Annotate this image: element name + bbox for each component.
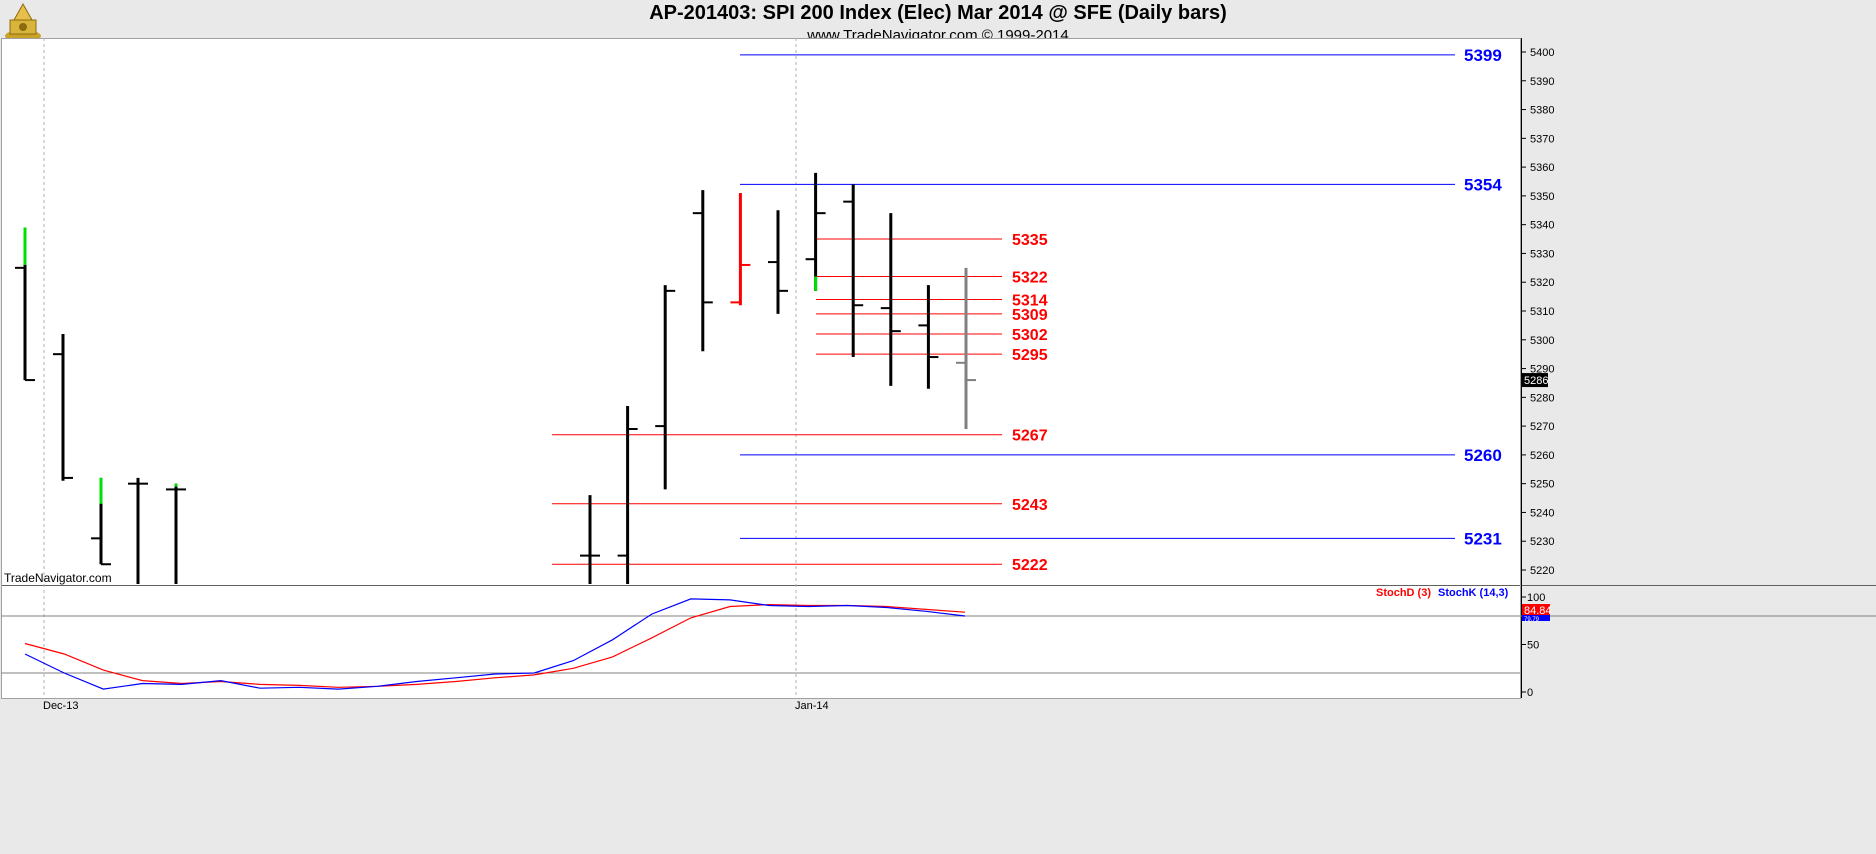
x-axis-label: Dec-13: [43, 700, 78, 712]
level-label-blue: 5399: [1464, 46, 1502, 65]
ohlc-bars: [15, 172, 976, 584]
level-label-red: 5295: [1012, 347, 1048, 364]
stoch-k-legend: StochK (14,3): [1438, 587, 1509, 599]
price-axis-tick-label: 5350: [1530, 191, 1554, 203]
stochastic-plot-area: [1, 586, 1520, 698]
price-axis-tick-label: 5330: [1530, 248, 1554, 260]
price-axis-tick-label: 5370: [1530, 133, 1554, 145]
level-label-red: 5335: [1012, 232, 1048, 249]
level-label-red: 5302: [1012, 327, 1048, 344]
price-axis-tick-label: 5300: [1530, 335, 1554, 347]
stoch-k-line: [24, 598, 966, 690]
level-label-blue: 5260: [1464, 446, 1502, 465]
watermark-text: TradeNavigator.com: [4, 571, 112, 585]
level-label-red: 5222: [1012, 557, 1048, 574]
plot-border: [1, 38, 1521, 699]
price-axis-tick-label: 5290: [1530, 364, 1554, 376]
level-label-red: 5243: [1012, 497, 1048, 514]
price-axis-tick-label: 5270: [1530, 421, 1554, 433]
price-axis-tick-label: 5320: [1530, 277, 1554, 289]
level-label-blue: 5231: [1464, 529, 1502, 548]
price-axis-tick-label: 5390: [1530, 76, 1554, 88]
price-axis-tick-label: 5310: [1530, 306, 1554, 318]
level-label-red: 5267: [1012, 428, 1048, 445]
price-plot-area: [1, 38, 1520, 585]
level-label-blue: 5354: [1464, 175, 1502, 194]
last-price-label: 5286: [1524, 375, 1548, 387]
price-axis-tick-label: 5380: [1530, 105, 1554, 117]
stoch-d-line: [24, 603, 966, 688]
stoch-d-value-box: [1522, 604, 1550, 615]
x-axis-label: Jan-14: [795, 700, 829, 712]
price-axis-tick-label: 5400: [1530, 47, 1554, 59]
stoch-axis-tick-label: 50: [1527, 640, 1539, 652]
price-axis-tick-label: 5280: [1530, 392, 1554, 404]
stoch-k-value: 79.79: [1524, 617, 1540, 623]
stoch-axis-tick-label: 100: [1527, 592, 1545, 604]
price-axis-tick-label: 5240: [1530, 507, 1554, 519]
price-axis-tick-label: 5260: [1530, 450, 1554, 462]
price-axis-tick-label: 5360: [1530, 162, 1554, 174]
level-label-red: 5314: [1012, 292, 1048, 309]
stoch-axis-tick-label: 0: [1527, 687, 1533, 699]
stoch-d-legend: StochD (3): [1376, 587, 1431, 599]
stoch-d-value: 84.84: [1524, 605, 1552, 617]
level-label-red: 5309: [1012, 307, 1048, 324]
chart-title: AP-201403: SPI 200 Index (Elec) Mar 2014…: [649, 2, 1227, 24]
level-label-red: 5322: [1012, 269, 1048, 286]
price-axis-tick-label: 5230: [1530, 536, 1554, 548]
stoch-k-value-box: [1522, 615, 1550, 621]
price-axis-tick-label: 5340: [1530, 220, 1554, 232]
price-axis-tick-label: 5220: [1530, 565, 1554, 577]
last-price-box: [1522, 373, 1548, 388]
price-axis-tick-label: 5250: [1530, 479, 1554, 491]
